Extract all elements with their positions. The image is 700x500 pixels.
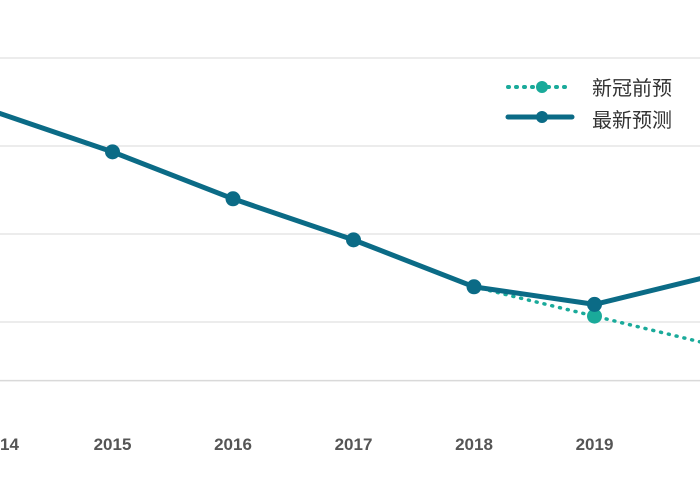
x-tick-label: 2017	[335, 435, 373, 454]
series-markers	[105, 144, 602, 324]
series-line-pre-covid-forecast	[472, 285, 700, 344]
legend-marker-solid	[536, 111, 548, 123]
legend-marker-dotted	[536, 81, 548, 93]
x-tick-label: 2019	[576, 435, 614, 454]
x-axis-tick-labels: 14201520162017201820192	[0, 435, 614, 454]
x-tick-label: 2016	[214, 435, 252, 454]
series-line-latest-forecast	[0, 110, 700, 307]
point-latest-forecast	[466, 279, 482, 295]
point-pre-covid-forecast	[587, 308, 602, 324]
point-latest-forecast	[346, 232, 361, 248]
x-tick-label: 14	[0, 435, 19, 454]
legend-label-pre-covid-forecast: 新冠前预	[592, 76, 672, 100]
point-latest-forecast	[587, 296, 602, 312]
point-latest-forecast	[105, 144, 120, 160]
x-tick-label: 2015	[94, 435, 132, 454]
legend: 新冠前预 最新预测	[505, 76, 672, 132]
x-tick-label: 2018	[455, 435, 493, 454]
point-latest-forecast	[225, 191, 241, 207]
gridlines	[0, 57, 700, 382]
legend-label-latest-forecast: 最新预测	[592, 108, 672, 132]
